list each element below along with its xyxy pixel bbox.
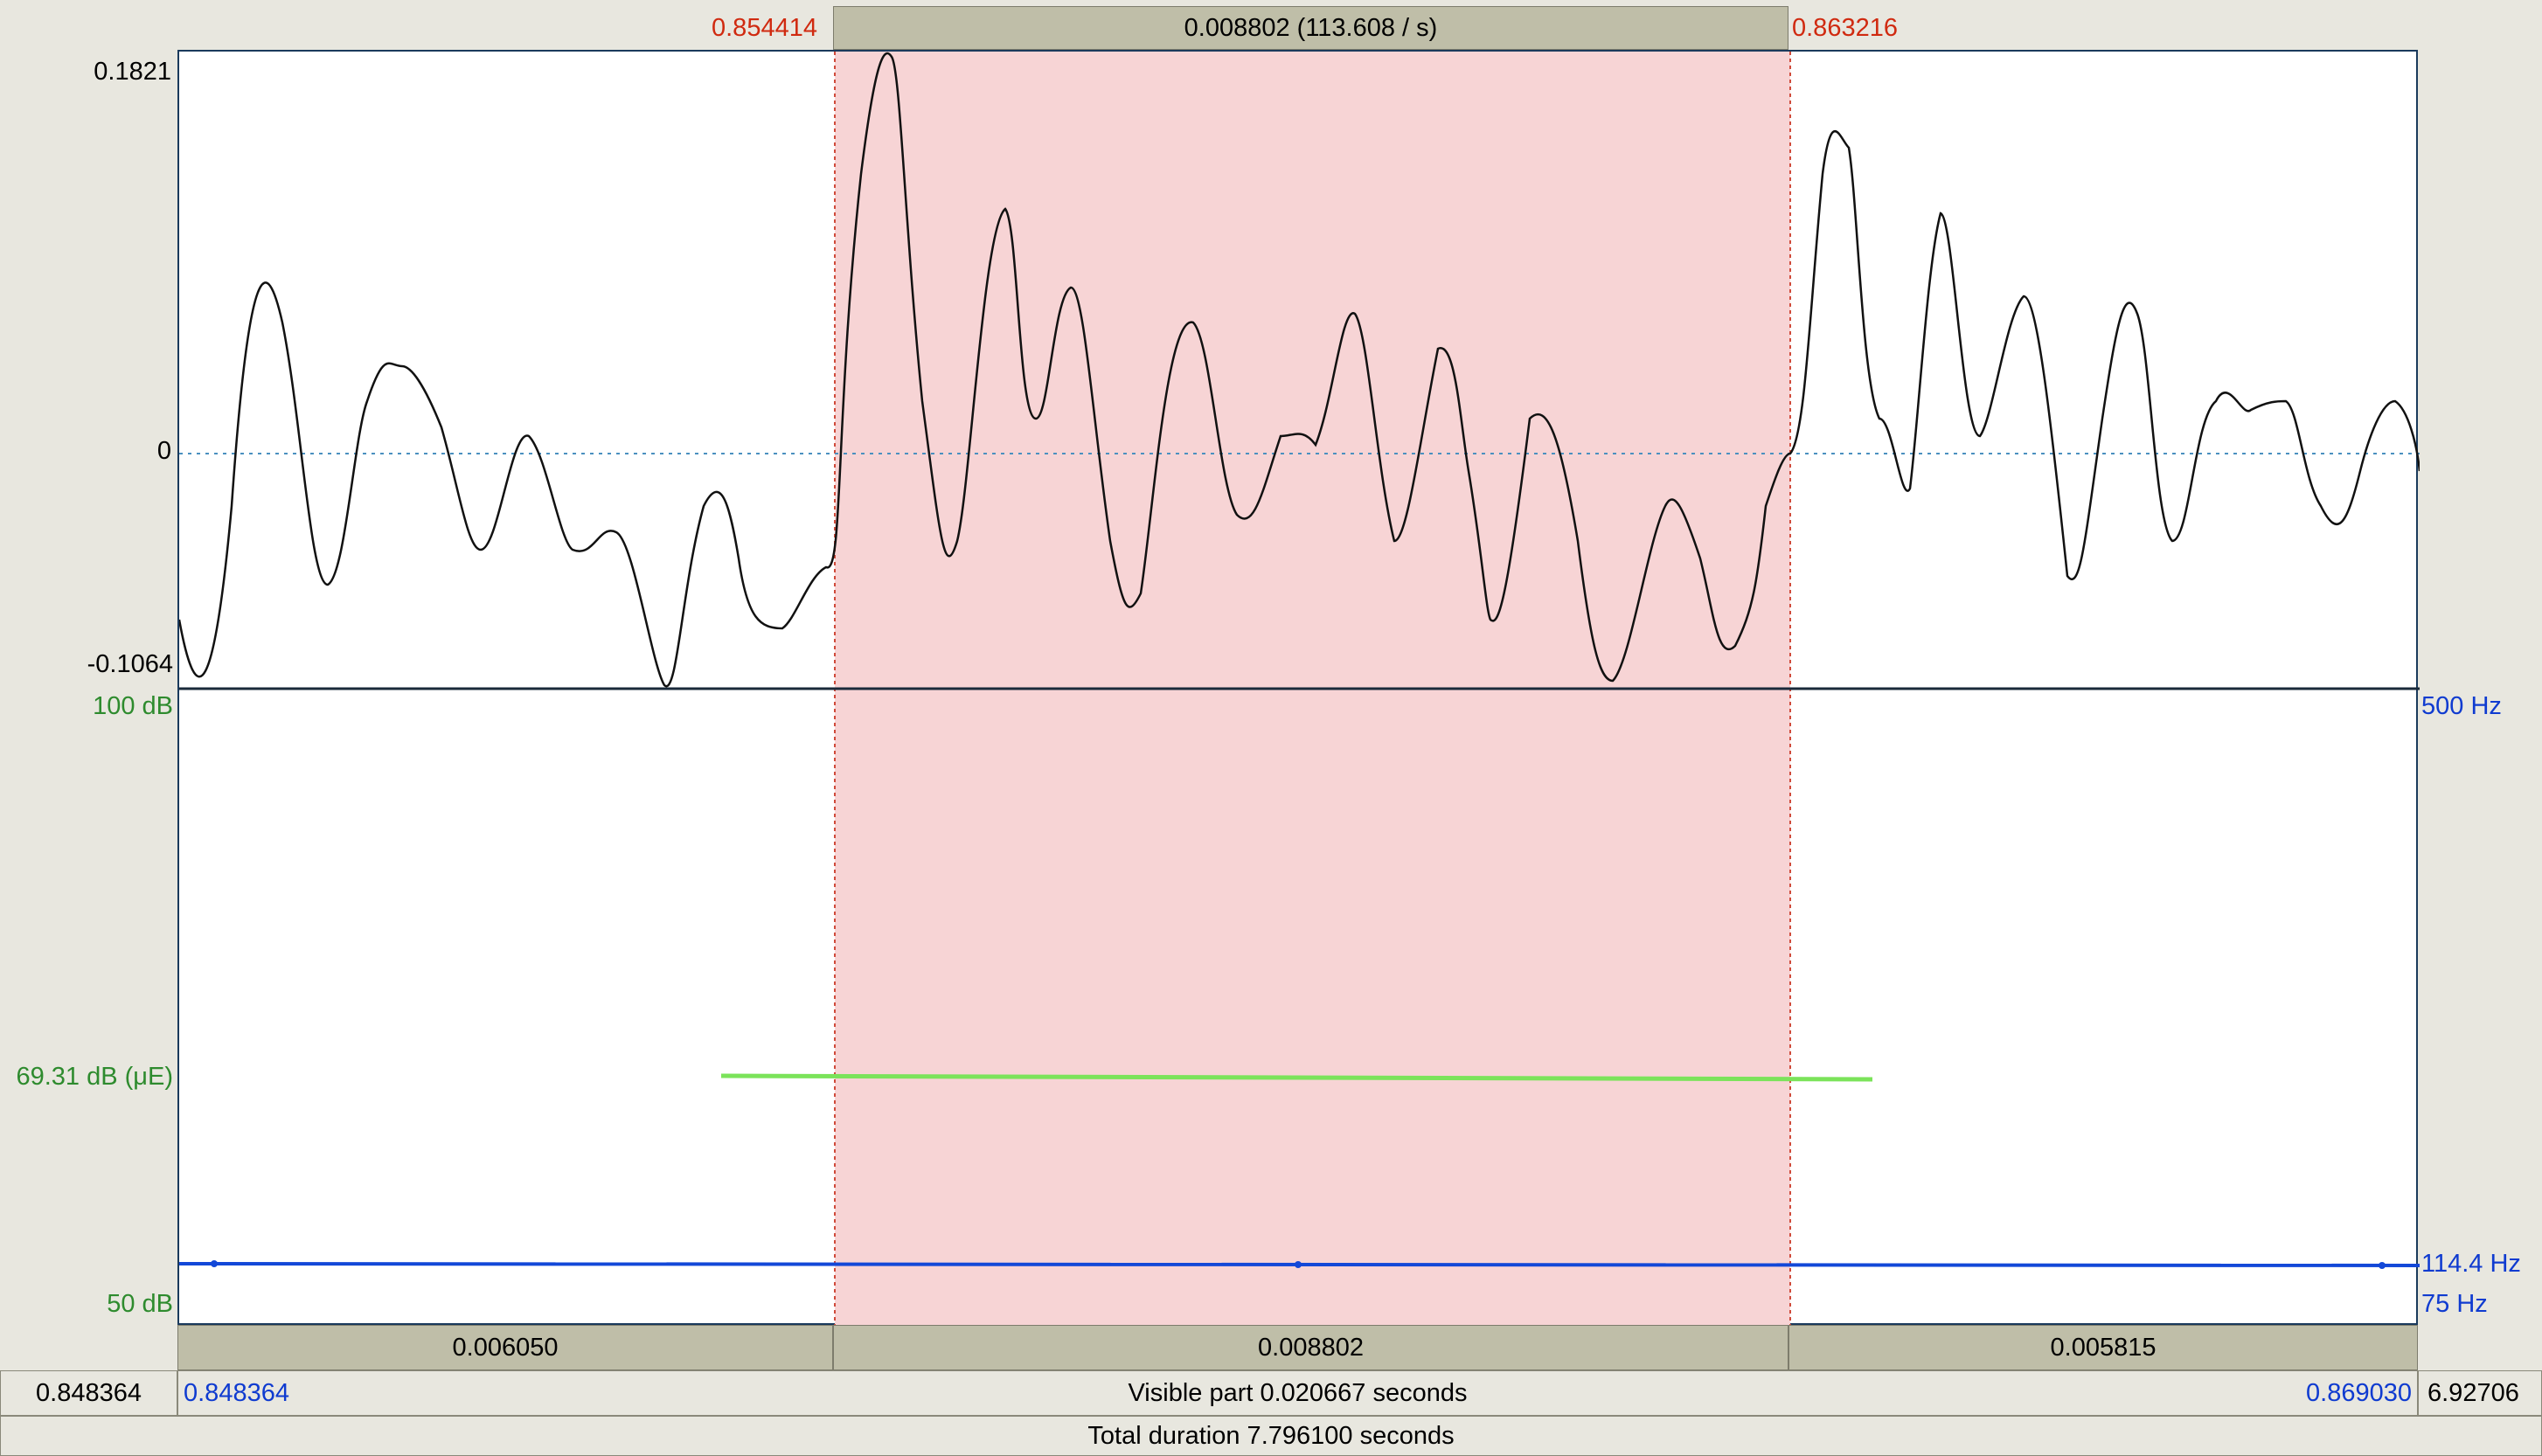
intensity-min-label: 50 dB	[107, 1290, 173, 1318]
intensity-max-label: 100 dB	[93, 692, 173, 720]
interval-left-label: 0.006050	[453, 1334, 559, 1362]
interval-right-bar[interactable]: 0.005815	[1788, 1325, 2418, 1370]
pitch-min-label: 75 Hz	[2421, 1290, 2488, 1318]
visible-start-label: 0.848364	[184, 1379, 289, 1408]
right-total-label: 6.92706	[2427, 1379, 2519, 1408]
waveform-zero-label: 0	[157, 437, 171, 465]
sound-editor-panel[interactable]	[177, 50, 2418, 1325]
interval-middle-label: 0.008802	[1258, 1334, 1364, 1362]
pitch-max-label: 500 Hz	[2421, 692, 2502, 720]
selection-end-time: 0.863216	[1792, 14, 1898, 42]
intensity-value-label: 69.31 dB (μE)	[16, 1063, 173, 1091]
total-duration-label: Total duration 7.796100 seconds	[1087, 1422, 1454, 1451]
selection-start-time: 0.854414	[712, 14, 817, 42]
total-duration-bar[interactable]: Total duration 7.796100 seconds	[0, 1416, 2542, 1456]
interval-right-label: 0.005815	[2051, 1334, 2157, 1362]
pitch-point	[2379, 1262, 2386, 1269]
pitch-value-label: 114.4 Hz	[2421, 1250, 2521, 1278]
selection-duration-label: 0.008802 (113.608 / s)	[1184, 14, 1438, 43]
interval-left-bar[interactable]: 0.006050	[177, 1325, 833, 1370]
visible-end-label: 0.869030	[2306, 1379, 2412, 1408]
pitch-point	[1295, 1261, 1302, 1268]
waveform-min-label: -0.1064	[87, 650, 173, 678]
left-total-label: 0.848364	[36, 1379, 142, 1408]
pitch-point	[211, 1260, 218, 1267]
visible-part-label: Visible part 0.020667 seconds	[1128, 1379, 1467, 1408]
left-total-bar[interactable]: 0.848364	[0, 1370, 177, 1416]
right-total-bar[interactable]: 6.92706	[2418, 1370, 2542, 1416]
waveform-max-label: 0.1821	[94, 58, 171, 86]
editor-canvas[interactable]	[179, 52, 2420, 1327]
visible-part-bar[interactable]: 0.848364 Visible part 0.020667 seconds 0…	[177, 1370, 2418, 1416]
selection-duration-bar[interactable]: 0.008802 (113.608 / s)	[833, 6, 1788, 50]
interval-middle-bar[interactable]: 0.008802	[833, 1325, 1788, 1370]
